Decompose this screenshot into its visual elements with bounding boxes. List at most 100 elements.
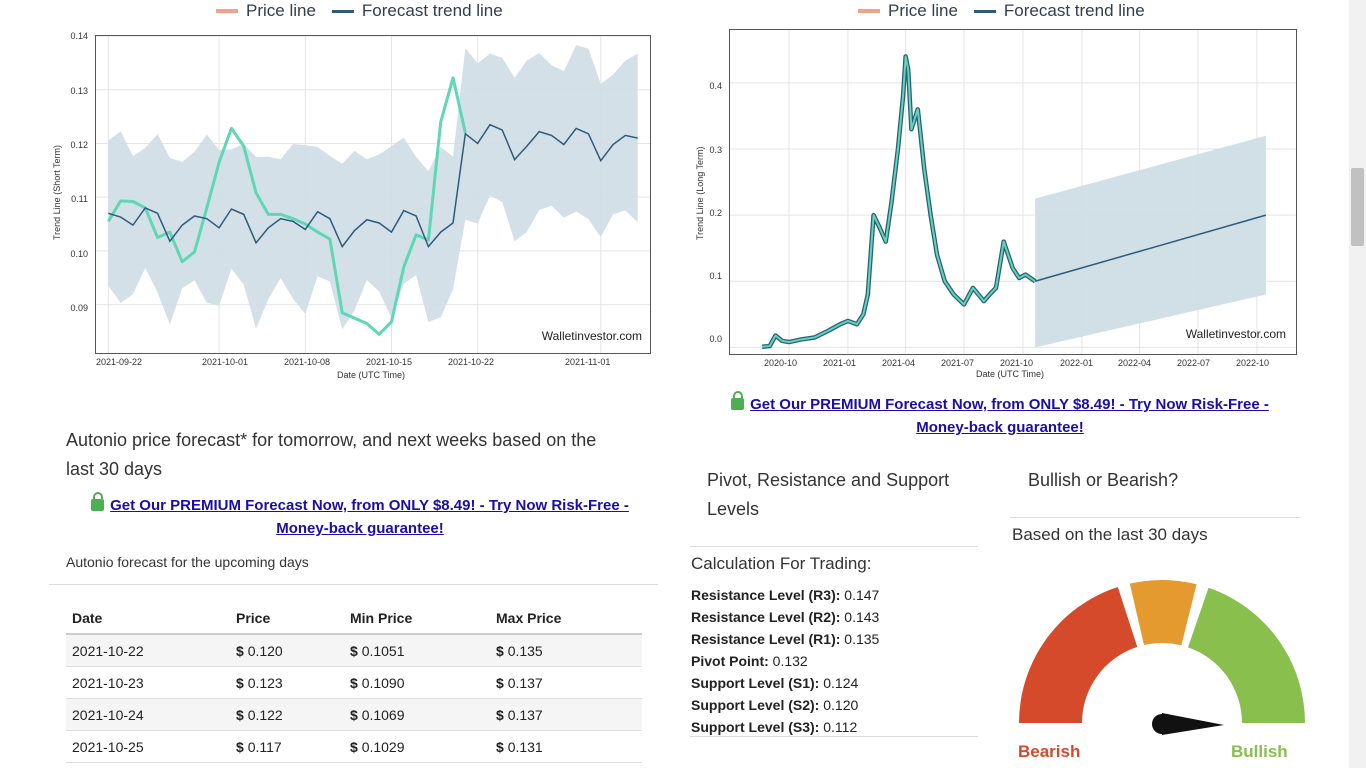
- calc-title: Calculation For Trading:: [691, 554, 872, 573]
- level-value: 0.132: [772, 653, 808, 669]
- x-tick-label: 2022-07: [1177, 358, 1211, 368]
- cell-max-price-value: 0.137: [507, 675, 543, 691]
- pivot-level-row: Resistance Level (R1): 0.135: [691, 628, 879, 650]
- y-tick-label: 0.14: [70, 31, 88, 41]
- sentiment-divider: [1010, 517, 1301, 518]
- cell-date: 2021-10-25: [66, 730, 230, 763]
- table-row: 2021-10-22 $ 0.120 $ 0.1051 $ 0.135: [66, 634, 642, 667]
- pivot-level-row: Support Level (S3): 0.112: [691, 716, 879, 738]
- bullish-label: Bullish: [1231, 742, 1288, 761]
- gauge-needle: [1162, 713, 1224, 735]
- long-term-chart: Walletinvestor.com: [729, 29, 1297, 355]
- level-label: Support Level (S1):: [691, 675, 820, 691]
- x-tick-label: 2022-04: [1118, 358, 1152, 368]
- price-line-swatch: [216, 9, 238, 13]
- premium-link-right[interactable]: Get Our PREMIUM Forecast Now, from ONLY …: [750, 396, 1269, 436]
- y-tick-label: 0.10: [70, 249, 88, 259]
- x-tick-label: 2022-01: [1060, 358, 1094, 368]
- short-chart-xlabel: Date (UTC Time): [337, 370, 406, 380]
- y-tick-label: 0.13: [70, 86, 88, 96]
- cell-date-value: 2021-10-22: [72, 643, 144, 659]
- col-price: Price: [230, 601, 344, 635]
- level-label: Resistance Level (R2):: [691, 609, 841, 625]
- level-value: 0.143: [844, 609, 880, 625]
- premium-offer-left: Get Our PREMIUM Forecast Now, from ONLY …: [60, 492, 660, 540]
- cell-min-price: $ 0.1069: [344, 698, 490, 731]
- gauge-bullish-segment: [1188, 587, 1305, 723]
- dollar-sign: $: [236, 643, 244, 659]
- y-tick-label: 0.11: [71, 194, 88, 204]
- premium-offer-right: Get Our PREMIUM Forecast Now, from ONLY …: [700, 391, 1300, 439]
- dollar-sign: $: [236, 707, 244, 723]
- cell-price-value: 0.120: [247, 643, 283, 659]
- x-tick-label: 2021-10-15: [366, 357, 413, 367]
- sentiment-subheading: Based on the last 30 days: [1012, 525, 1208, 544]
- level-value: 0.147: [844, 587, 880, 603]
- table-row: 2021-10-25 $ 0.117 $ 0.1029 $ 0.131: [66, 730, 642, 763]
- cell-max-price-value: 0.135: [507, 643, 543, 659]
- sentiment-gauge: [1019, 580, 1305, 735]
- pivot-level-row: Support Level (S2): 0.120: [691, 694, 879, 716]
- dollar-sign: $: [350, 675, 358, 691]
- level-value: 0.112: [823, 719, 858, 735]
- premium-link-left[interactable]: Get Our PREMIUM Forecast Now, from ONLY …: [110, 497, 629, 537]
- pivot-level-row: Resistance Level (R3): 0.147: [691, 584, 879, 606]
- level-label: Support Level (S3):: [691, 719, 820, 735]
- pivot-heading: Pivot, Resistance and Support Levels: [707, 470, 950, 519]
- forecast-table-header: Date Price Min Price Max Price: [66, 601, 642, 635]
- cell-max-price: $ 0.135: [490, 634, 642, 667]
- pivot-levels-list: Resistance Level (R3): 0.147 Resistance L…: [691, 584, 879, 738]
- level-label: Pivot Point:: [691, 653, 769, 669]
- cell-max-price: $ 0.137: [490, 666, 642, 699]
- x-tick-label: 2021-10-22: [448, 357, 495, 367]
- forecast-table: Date Price Min Price Max Price 2021-10-2…: [66, 601, 642, 763]
- forecast-heading: Autonio price forecast* for tomorrow, an…: [66, 430, 597, 479]
- cell-min-price-value: 0.1069: [361, 707, 405, 723]
- dollar-sign: $: [496, 707, 504, 723]
- cell-price-value: 0.117: [247, 739, 282, 755]
- cell-date: 2021-10-23: [66, 666, 230, 699]
- level-label: Support Level (S2):: [691, 697, 820, 713]
- level-value: 0.120: [823, 697, 859, 713]
- x-tick-label: 2021-04: [882, 358, 916, 368]
- legend-trend-label: Forecast trend line: [361, 1, 503, 20]
- cell-date: 2021-10-22: [66, 634, 230, 667]
- cell-min-price: $ 0.1090: [344, 666, 490, 699]
- price-line: [761, 55, 1036, 348]
- cell-date-value: 2021-10-23: [72, 675, 144, 691]
- price-line: [107, 76, 467, 336]
- legend-trend-label: Forecast trend line: [1003, 1, 1145, 20]
- x-tick-label: 2021-11-01: [565, 357, 611, 367]
- pivot-level-row: Support Level (S1): 0.124: [691, 672, 879, 694]
- dollar-sign: $: [496, 739, 504, 755]
- pivot-divider: [690, 546, 978, 547]
- short-chart-watermark: Walletinvestor.com: [541, 329, 642, 343]
- page-scrollbar-track[interactable]: [1349, 0, 1366, 768]
- y-tick-label: 0.3: [709, 145, 722, 155]
- pivot-level-row: Pivot Point: 0.132: [691, 650, 879, 672]
- x-tick-label: 2021-10-01: [202, 357, 249, 367]
- forecast-trend-line: [1034, 214, 1267, 282]
- x-tick-label: 2020-10: [764, 358, 798, 368]
- level-value: 0.135: [844, 631, 880, 647]
- cell-price-value: 0.123: [247, 675, 283, 691]
- cell-price: $ 0.123: [230, 666, 344, 699]
- lock-icon: [91, 492, 105, 511]
- long-chart-ylabel: Trend Line (Long Term): [695, 146, 705, 240]
- pivot-bottom-divider: [690, 736, 978, 737]
- y-tick-label: 0.12: [70, 140, 88, 150]
- short-chart-legend: Price line Forecast trend line: [216, 1, 503, 21]
- cell-min-price-value: 0.1051: [361, 643, 405, 659]
- cell-price: $ 0.120: [230, 634, 344, 667]
- cell-price: $ 0.117: [230, 730, 344, 763]
- forecast-band: [1035, 135, 1266, 348]
- long-term-chart-svg: [730, 30, 1296, 354]
- page-scrollbar-thumb[interactable]: [1351, 168, 1364, 246]
- dollar-sign: $: [496, 675, 504, 691]
- y-tick-label: 0.09: [70, 303, 88, 313]
- long-chart-watermark: Walletinvestor.com: [1185, 327, 1286, 341]
- level-value: 0.124: [823, 675, 859, 691]
- cell-date-value: 2021-10-25: [72, 739, 144, 755]
- dollar-sign: $: [236, 675, 244, 691]
- col-date: Date: [66, 601, 230, 635]
